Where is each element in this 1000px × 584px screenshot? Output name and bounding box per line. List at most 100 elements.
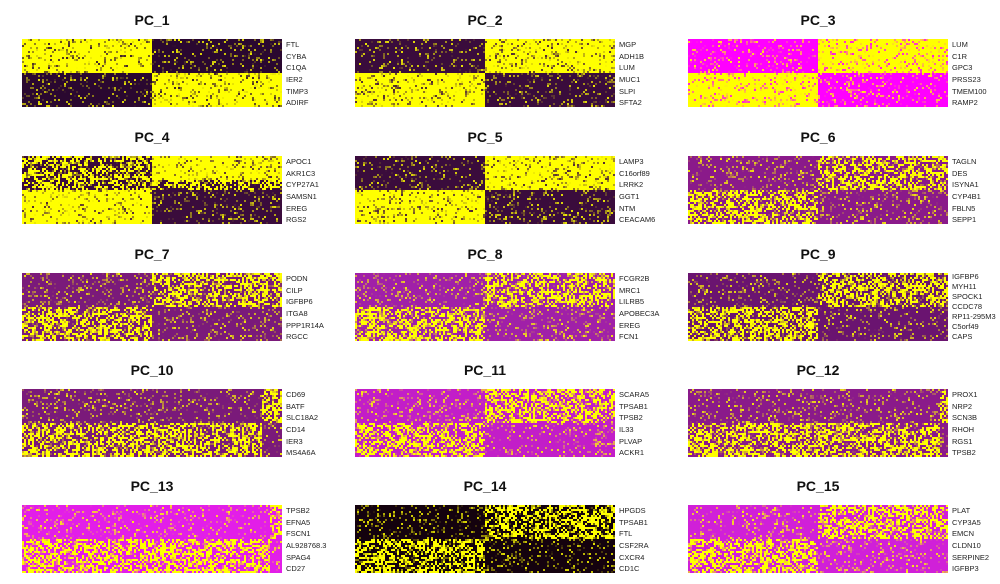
heatmap-cell [403, 39, 405, 41]
heatmap-cell [64, 55, 66, 57]
heatmap-cell [46, 87, 48, 89]
heatmap-cell [190, 69, 192, 71]
heatmap-cell [258, 43, 260, 45]
heatmap-cell [278, 55, 280, 57]
heatmap-cell [266, 67, 268, 69]
heatmap-cell [276, 53, 278, 55]
heatmap-cell [44, 59, 46, 61]
heatmap-cell [172, 57, 174, 59]
heatmap-cell [130, 81, 132, 83]
heatmap-cell [202, 97, 204, 99]
heatmap-cell [184, 73, 186, 75]
heatmap-cell [158, 45, 160, 47]
heatmap-cell [204, 97, 206, 99]
heatmap-cell [258, 65, 260, 67]
heatmap-cell [274, 61, 276, 63]
heatmap-cell [180, 73, 182, 75]
heatmap-cell [78, 43, 80, 45]
heatmap-cell [96, 97, 98, 99]
heatmap-cell [102, 51, 104, 53]
heatmap-cell [82, 105, 84, 107]
heatmap-cell [266, 99, 268, 101]
heatmap-cell [200, 95, 202, 97]
heatmap-cell [234, 71, 236, 73]
heatmap-cell [116, 47, 118, 49]
heatmap-cell [230, 71, 232, 73]
heatmap-cell [76, 105, 78, 107]
heatmap-cell [26, 103, 28, 105]
heatmap-cell [517, 45, 519, 47]
heatmap-cell [136, 99, 138, 101]
heatmap-cell [68, 45, 70, 47]
heatmap-cell [46, 85, 48, 87]
heatmap-cell [250, 69, 252, 71]
heatmap-cell [104, 83, 106, 85]
heatmap-cell [202, 93, 204, 95]
heatmap-cell [579, 45, 581, 47]
heatmap-cell [202, 43, 204, 45]
heatmap-cell [278, 81, 280, 83]
heatmap-cell [84, 89, 86, 91]
heatmap-cell [84, 79, 86, 81]
heatmap-cell [220, 99, 222, 101]
heatmap-cell [74, 63, 76, 65]
heatmap-cell [238, 85, 240, 87]
heatmap-cell [359, 45, 361, 47]
heatmap-cell [58, 71, 60, 73]
heatmap-cell [226, 71, 228, 73]
heatmap-cell [242, 101, 244, 103]
heatmap-cell [124, 95, 126, 97]
heatmap-cell [192, 65, 194, 67]
heatmap-cell [172, 67, 174, 69]
heatmap-cell [132, 57, 134, 59]
heatmap-cell [86, 57, 88, 59]
heatmap-cell [276, 103, 278, 105]
heatmap-cell [423, 45, 425, 47]
heatmap-cell [226, 49, 228, 51]
heatmap-cell [204, 39, 206, 41]
heatmap-cell [214, 57, 216, 59]
heatmap-cell [178, 77, 180, 79]
heatmap-cell [232, 105, 234, 107]
heatmap-cell [144, 95, 146, 97]
heatmap-cell [124, 89, 126, 91]
heatmap-cell [28, 85, 30, 87]
heatmap-cell [232, 57, 234, 59]
heatmap-cell [112, 91, 114, 93]
heatmap-cell [200, 87, 202, 89]
heatmap-cell [515, 41, 517, 43]
heatmap-cell [148, 59, 150, 61]
heatmap-cell [236, 97, 238, 99]
heatmap-cell [174, 43, 176, 45]
heatmap-cell [567, 39, 569, 41]
heatmap-cell [120, 55, 122, 57]
heatmap-cell [116, 43, 118, 45]
heatmap-cell [234, 95, 236, 97]
heatmap-cell [138, 101, 140, 103]
heatmap-cell [399, 43, 401, 45]
heatmap-cell [216, 91, 218, 93]
heatmap-cell [152, 67, 154, 69]
heatmap-cell [34, 75, 36, 77]
heatmap-cell [24, 75, 26, 77]
heatmap-cell [138, 85, 140, 87]
heatmap-cell [216, 85, 218, 87]
heatmap-cell [254, 99, 256, 101]
heatmap-cell [196, 51, 198, 53]
heatmap-cell [34, 65, 36, 67]
heatmap-cell [44, 73, 46, 75]
heatmap-cell [551, 43, 553, 45]
heatmap-cell [250, 101, 252, 103]
heatmap-cell [226, 93, 228, 95]
heatmap-cell [52, 59, 54, 61]
heatmap-cell [164, 73, 166, 75]
heatmap-cell [156, 89, 158, 91]
heatmap-cell [140, 101, 142, 103]
heatmap-cell [264, 99, 266, 101]
heatmap-cell [611, 45, 613, 47]
heatmap-cell [166, 71, 168, 73]
heatmap-cell [174, 61, 176, 63]
heatmap-cell [425, 47, 427, 49]
heatmap-cell [212, 53, 214, 55]
heatmap-cell [60, 47, 62, 49]
